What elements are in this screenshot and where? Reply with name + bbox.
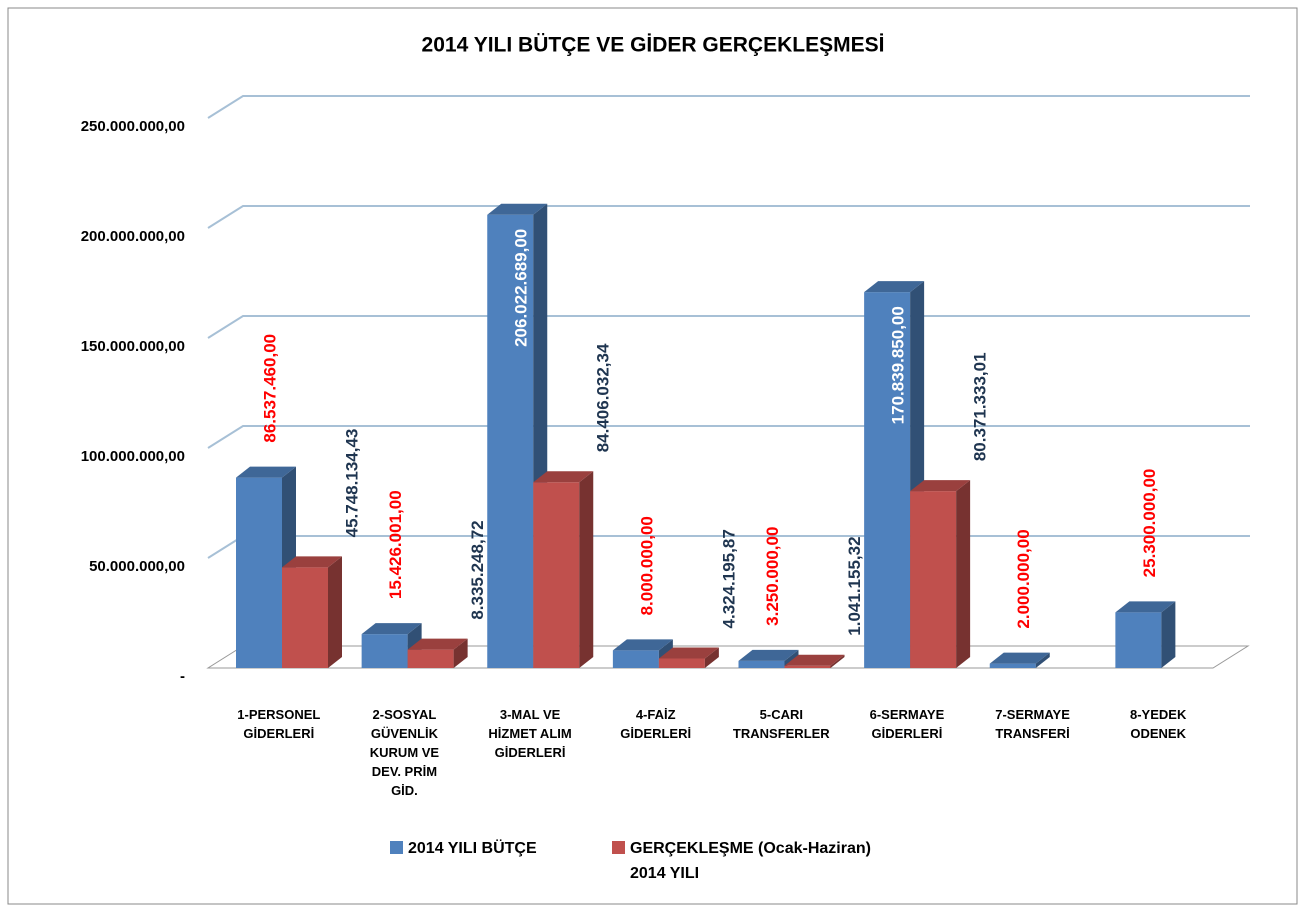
data-label: 45.748.134,43 <box>342 429 361 538</box>
x-tick-label: 8-YEDEK ODENEK <box>1130 707 1187 741</box>
bar <box>910 480 971 668</box>
legend-swatch <box>612 841 625 854</box>
bar-top <box>784 654 845 666</box>
bar-top <box>612 639 673 651</box>
bar-side <box>830 654 845 668</box>
x-tick-label: 7-SERMAYE TRANSFERİ <box>995 707 1070 741</box>
bar-side <box>1035 652 1050 668</box>
x-tick-label: 3-MAL VE HİZMET ALIM GİDERLERİ <box>488 707 571 760</box>
bar-side <box>453 638 468 668</box>
bar-top <box>361 623 422 635</box>
data-label: 25.300.000,00 <box>1140 469 1159 578</box>
bar-top <box>910 480 971 492</box>
data-label: 3.250.000,00 <box>763 527 782 626</box>
legend-swatch <box>390 841 403 854</box>
bar-side <box>704 647 719 668</box>
bar-top <box>989 652 1050 664</box>
bar <box>1115 601 1176 668</box>
bar-front <box>989 663 1036 668</box>
data-label: 170.839.850,00 <box>889 306 908 424</box>
bar-side <box>579 471 594 668</box>
chart-title: 2014 YILI BÜTÇE VE GİDER GERÇEKLEŞMESİ <box>422 34 885 57</box>
y-tick-label: 150.000.000,00 <box>81 338 185 355</box>
chart-frame <box>7 7 1298 905</box>
bar-front <box>658 658 705 668</box>
x-tick-label: 2-SOSYAL GÜVENLİK KURUM VE DEV. PRİM GİD. <box>370 707 440 798</box>
data-label: 80.371.333,01 <box>971 352 990 461</box>
bar-top <box>738 649 799 661</box>
bar <box>864 281 925 668</box>
bar <box>282 556 342 668</box>
data-label: 4.324.195,87 <box>719 529 738 628</box>
bar <box>658 647 719 668</box>
bar-front <box>910 491 957 668</box>
bar <box>989 652 1050 668</box>
bar-top <box>533 471 594 483</box>
legend-label: 2014 YILI BÜTÇE <box>408 838 537 857</box>
bar-front <box>236 477 282 668</box>
data-label: 1.041.155,32 <box>845 536 864 635</box>
y-tick-label: - <box>180 668 185 685</box>
x-tick-label: 5-CARI TRANSFERLER <box>733 707 830 741</box>
bar-front <box>1115 612 1162 668</box>
bar <box>612 639 673 668</box>
y-tick-label: 100.000.000,00 <box>81 448 185 465</box>
bar-front <box>738 660 785 668</box>
bar-side <box>328 556 342 668</box>
bar-top <box>236 466 296 478</box>
data-label: 8.000.000,00 <box>637 516 656 615</box>
x-tick-label: 1-PERSONEL GİDERLERİ <box>237 707 320 741</box>
bar <box>533 471 594 668</box>
bar-top <box>487 203 548 215</box>
bar-top <box>407 638 468 650</box>
bar <box>784 654 845 668</box>
data-label: 2.000.000,00 <box>1014 529 1033 628</box>
bar-front <box>487 214 534 668</box>
y-tick-label: 50.000.000,00 <box>89 558 185 575</box>
bar-front <box>282 567 328 668</box>
data-label: 86.537.460,00 <box>260 334 279 443</box>
bar-top <box>1115 601 1176 613</box>
bar-top <box>864 281 925 293</box>
bar-top <box>282 556 342 568</box>
bar-top <box>658 647 719 659</box>
bar <box>407 638 468 668</box>
x-tick-label: 4-FAİZ GİDERLERİ <box>620 707 691 741</box>
bar-front <box>361 634 408 668</box>
data-label: 206.022.689,00 <box>512 229 531 347</box>
grid-line <box>207 95 1250 119</box>
y-tick-label: 250.000.000,00 <box>81 118 185 135</box>
y-tick-label: 200.000.000,00 <box>81 228 185 245</box>
x-tick-label: 6-SERMAYE GİDERLERİ <box>870 707 945 741</box>
data-label: 8.335.248,72 <box>468 520 487 619</box>
grid-line <box>207 205 1250 229</box>
bar-front <box>407 649 454 668</box>
data-label: 84.406.032,34 <box>594 343 613 452</box>
bar-side <box>1161 601 1176 668</box>
legend-label: GERÇEKLEŞME (Ocak-Haziran) 2014 YILI <box>630 840 871 882</box>
bar-side <box>956 480 971 668</box>
bar-front <box>612 650 659 668</box>
bar-front <box>784 665 831 668</box>
bar-front <box>533 482 580 668</box>
bar-front <box>864 292 911 668</box>
data-label: 15.426.001,00 <box>386 490 405 599</box>
